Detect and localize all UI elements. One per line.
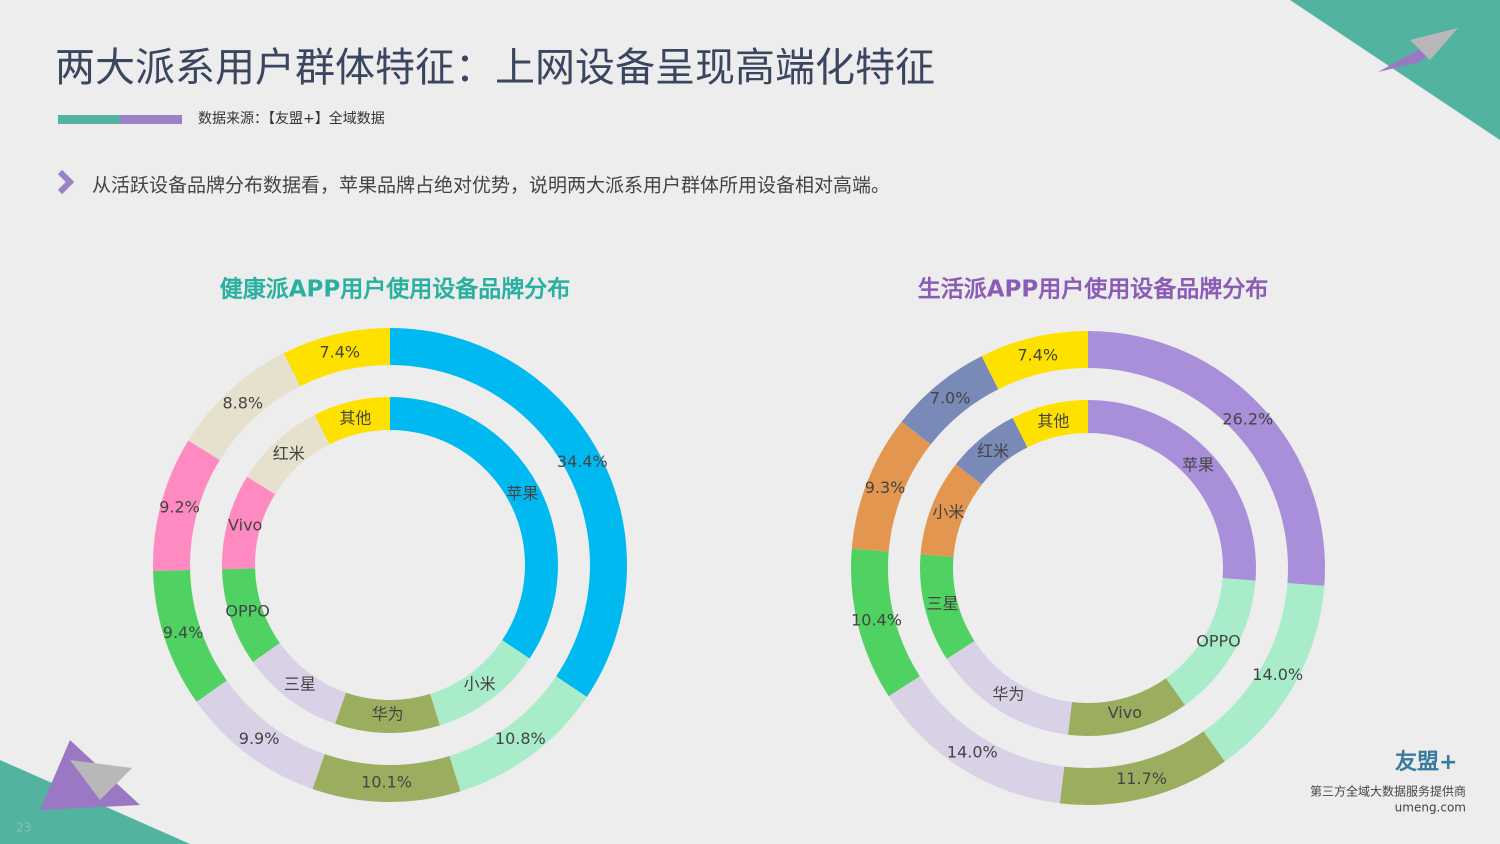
outer-segment xyxy=(449,676,587,792)
outer-segment xyxy=(981,331,1088,390)
note: 从活跃设备品牌分布数据看，苹果品牌占绝对优势，说明两大派系用户群体所用设备相对高… xyxy=(92,175,890,197)
inner-segment xyxy=(1088,400,1256,581)
category-label: 红米 xyxy=(977,441,1009,460)
inner-segment xyxy=(946,641,1072,735)
outer-segment xyxy=(1088,331,1326,586)
outer-segment xyxy=(1059,731,1225,805)
value-label: 8.8% xyxy=(222,394,263,413)
inner-segment xyxy=(1165,578,1256,706)
inner-segment xyxy=(1012,400,1088,448)
value-label: 14.0% xyxy=(947,742,998,761)
outer-segment xyxy=(283,328,390,387)
decoration xyxy=(70,760,132,800)
value-label: 7.0% xyxy=(930,389,971,408)
inner-segment xyxy=(222,568,280,663)
inner-segment xyxy=(430,640,530,726)
chart-title: 健康派APP用户使用设备品牌分布 xyxy=(220,276,571,303)
page-title: 两大派系用户群体特征：上网设备呈现高端化特征 xyxy=(55,45,935,91)
value-label: 14.0% xyxy=(1252,665,1303,684)
url: umeng.com xyxy=(1395,801,1466,815)
bullet xyxy=(57,169,75,195)
decoration xyxy=(1410,28,1458,60)
category-label: 三星 xyxy=(284,674,316,693)
outer-segment xyxy=(390,328,627,697)
value-label: 9.2% xyxy=(159,498,200,517)
category-label: 华为 xyxy=(992,685,1024,704)
category-label: 红米 xyxy=(273,444,305,463)
outer-segment xyxy=(153,440,220,571)
inner-segment xyxy=(252,642,346,724)
category-label: 小米 xyxy=(932,503,964,522)
category-label: 三星 xyxy=(926,594,958,613)
decoration xyxy=(1290,0,1500,140)
inner-segment xyxy=(920,464,982,557)
category-label: 小米 xyxy=(464,675,496,694)
inner-segment xyxy=(955,417,1028,485)
title-bar xyxy=(120,115,182,124)
outer-segment xyxy=(851,548,920,697)
outer-segment xyxy=(888,676,1065,804)
chart-title: 生活派APP用户使用设备品牌分布 xyxy=(918,276,1269,303)
value-label: 10.8% xyxy=(495,729,546,748)
category-label: OPPO xyxy=(225,602,269,621)
value-label: 9.9% xyxy=(239,729,280,748)
category-label: 华为 xyxy=(372,704,404,723)
source: 数据来源：【友盟+】全域数据 xyxy=(198,110,385,127)
inner-segment xyxy=(920,554,975,659)
inner-segment xyxy=(314,397,390,445)
inner-segment xyxy=(222,476,276,570)
category-label: OPPO xyxy=(1196,631,1240,650)
tagline: 第三方全域大数据服务提供商 xyxy=(1310,784,1466,799)
category-label: 其他 xyxy=(1037,412,1069,431)
category-label: Vivo xyxy=(1108,703,1142,722)
title-bar xyxy=(58,115,120,124)
value-label: 11.7% xyxy=(1116,769,1167,788)
page-number: 23 xyxy=(16,821,31,835)
category-label: Vivo xyxy=(228,515,262,534)
outer-segment xyxy=(1203,583,1325,762)
value-label: 10.1% xyxy=(361,772,412,791)
value-label: 26.2% xyxy=(1222,409,1273,428)
outer-segment xyxy=(901,356,999,445)
outer-segment xyxy=(153,570,227,702)
inner-segment xyxy=(390,397,559,659)
value-label: 10.4% xyxy=(851,610,902,629)
value-label: 9.4% xyxy=(163,623,204,642)
value-label: 7.4% xyxy=(1017,345,1058,364)
inner-segment xyxy=(1067,678,1186,736)
outer-segment xyxy=(188,353,301,460)
value-label: 34.4% xyxy=(557,452,608,471)
inner-segment xyxy=(335,692,440,733)
outer-segment xyxy=(196,680,325,789)
category-label: 苹果 xyxy=(506,484,538,503)
category-label: 苹果 xyxy=(1182,456,1214,475)
inner-segment xyxy=(247,414,330,495)
outer-segment xyxy=(312,754,461,802)
value-label: 7.4% xyxy=(319,342,360,361)
value-label: 9.3% xyxy=(865,478,906,497)
outer-segment xyxy=(851,421,931,552)
logo: 友盟+ xyxy=(1395,750,1457,775)
category-label: 其他 xyxy=(339,409,371,428)
